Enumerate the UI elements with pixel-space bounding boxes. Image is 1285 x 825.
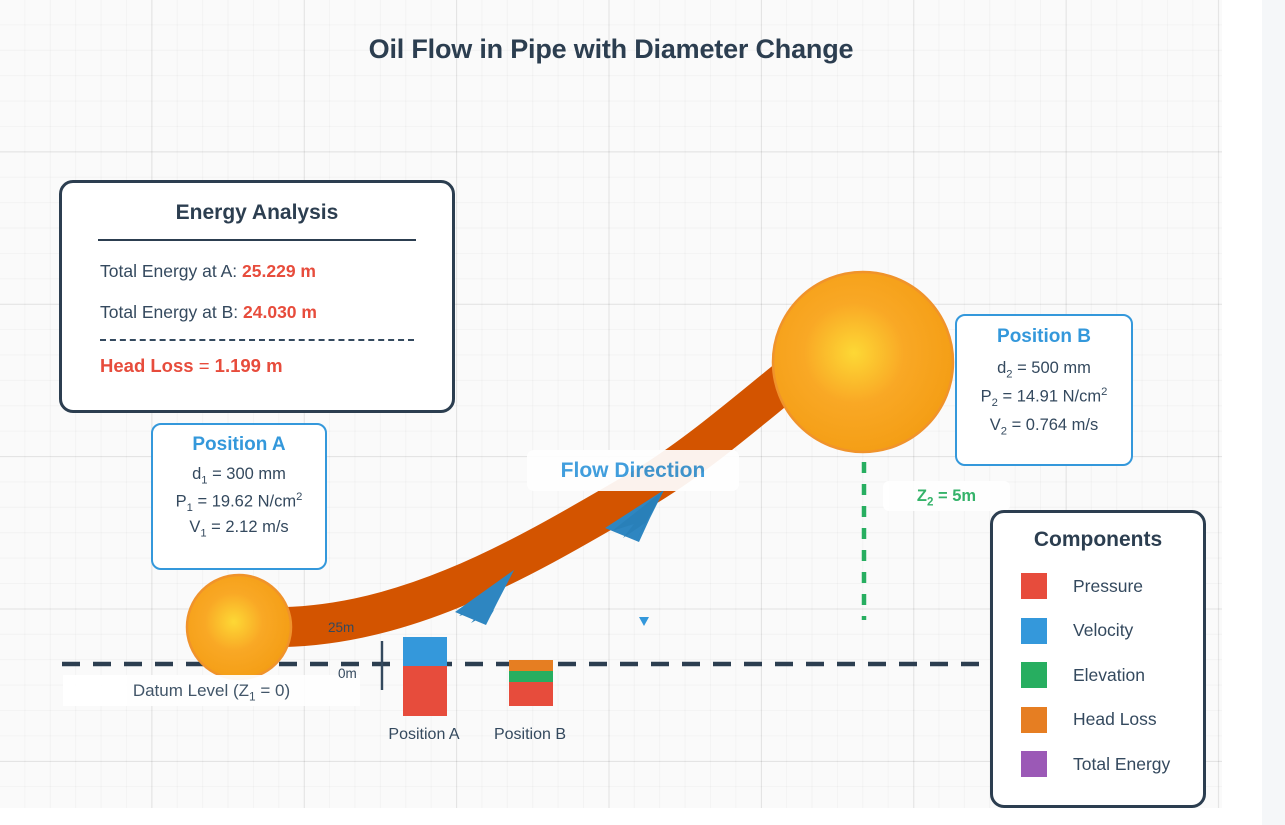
total-energy-a-value: 25.229 m xyxy=(242,261,316,281)
total-energy-b-row: Total Energy at B: 24.030 m xyxy=(100,302,452,323)
components-legend-panel: Components Pressure Velocity Elevation Head… xyxy=(990,510,1206,808)
component-swatch-icon xyxy=(1021,617,1047,644)
bar-segment-head-loss xyxy=(509,660,553,671)
total-energy-b-label: Total Energy at B: xyxy=(100,302,239,322)
component-swatch-icon xyxy=(1021,706,1047,733)
component-swatch-icon xyxy=(1021,662,1047,689)
head-loss-label: Head Loss xyxy=(100,355,194,376)
component-row-elevation: Elevation xyxy=(993,653,1203,698)
z2-elevation-label: Z2 = 5m xyxy=(883,481,1010,511)
energy-analysis-divider xyxy=(98,239,416,241)
energy-analysis-panel: Energy Analysis Total Energy at A: 25.22… xyxy=(59,180,455,413)
components-title: Components xyxy=(1033,528,1163,551)
components-list: Pressure Velocity Elevation Head Loss Total … xyxy=(993,564,1203,787)
component-row-pressure: Pressure xyxy=(993,564,1203,609)
component-label: Pressure xyxy=(1073,575,1144,596)
bar-segment-pressure xyxy=(403,666,447,716)
position-a-diameter: d1 = 300 mm xyxy=(192,465,286,487)
component-row-velocity: Velocity xyxy=(993,609,1203,654)
total-energy-a-row: Total Energy at A: 25.229 m xyxy=(100,261,452,282)
position-b-title: Position B xyxy=(997,326,1091,347)
position-b-velocity: V2 = 0.764 m/s xyxy=(989,416,1099,438)
head-loss-row: Head Loss = 1.199 m xyxy=(100,355,452,377)
position-a-pressure: P1 = 19.62 N/cm2 xyxy=(175,490,303,514)
bar-segment-velocity xyxy=(403,637,447,666)
datum-level-label: Datum Level (Z1 = 0) xyxy=(63,675,360,706)
flow-direction-label: Flow Direction xyxy=(527,450,739,491)
component-swatch-icon xyxy=(1021,573,1047,600)
scale-top-label: 25m xyxy=(328,620,355,635)
component-label: Head Loss xyxy=(1073,709,1157,730)
bar-segment-pressure xyxy=(509,682,553,706)
energy-analysis-dashed-divider xyxy=(100,339,414,341)
position-b-pressure: P2 = 14.91 N/cm2 xyxy=(980,386,1108,410)
bar-segment-elevation xyxy=(509,671,553,682)
bar-position-a xyxy=(403,637,447,716)
position-a-title: Position A xyxy=(192,434,286,455)
bar-caption-b: Position B xyxy=(493,726,567,743)
component-row-head-loss: Head Loss xyxy=(993,698,1203,743)
position-b-panel: Position B d2 = 500 mm P2 = 14.91 N/cm2 … xyxy=(955,314,1133,466)
total-energy-b-value: 24.030 m xyxy=(243,302,317,322)
page-title: Oil Flow in Pipe with Diameter Change xyxy=(368,34,854,64)
component-label: Total Energy xyxy=(1073,753,1171,774)
bar-position-b xyxy=(509,660,553,706)
bar-caption-a: Position A xyxy=(388,726,460,743)
position-b-diameter: d2 = 500 mm xyxy=(997,359,1091,381)
position-a-panel: Position A d1 = 300 mm P1 = 19.62 N/cm2 … xyxy=(151,423,327,570)
component-label: Velocity xyxy=(1073,620,1134,641)
total-energy-a-label: Total Energy at A: xyxy=(100,261,238,281)
component-swatch-icon xyxy=(1021,751,1047,778)
head-loss-equals: = xyxy=(193,355,215,376)
head-loss-value: 1.199 m xyxy=(214,355,283,376)
component-label: Elevation xyxy=(1073,664,1145,685)
position-a-velocity: V1 = 2.12 m/s xyxy=(189,517,289,539)
scale-bottom-label: 0m xyxy=(338,666,357,681)
component-row-total-energy: Total Energy xyxy=(993,742,1203,787)
energy-analysis-title: Energy Analysis xyxy=(175,201,339,224)
page-gutter xyxy=(1262,0,1285,825)
